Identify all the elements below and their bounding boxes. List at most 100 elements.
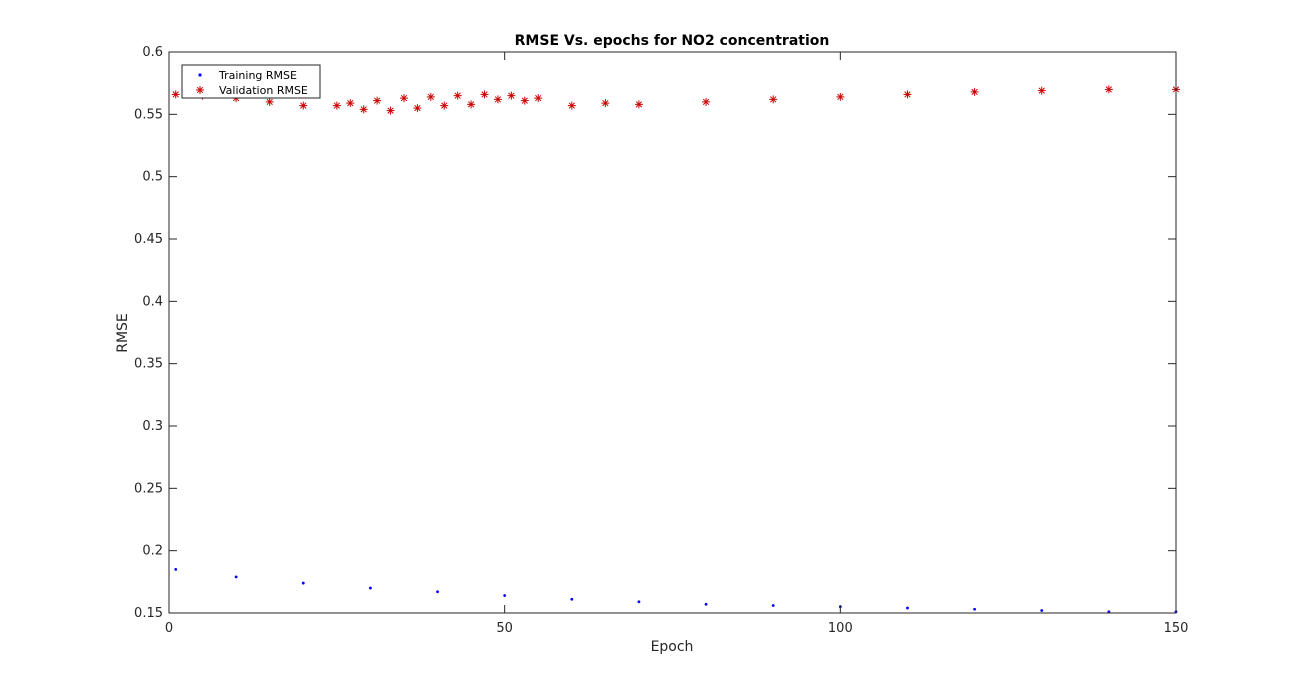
y-tick-label: 0.45 (134, 232, 163, 247)
x-tick-label: 100 (828, 621, 853, 636)
asterisk-stroke (387, 107, 394, 114)
legend-marker-training (198, 73, 202, 77)
legend-box (181, 64, 321, 99)
asterisk-stroke (635, 101, 643, 108)
training-point (637, 600, 641, 604)
x-tick-label: 0 (165, 621, 173, 636)
validation-point (399, 94, 408, 103)
training-point (301, 581, 305, 585)
asterisk-stroke (373, 97, 381, 104)
asterisk-stroke (770, 96, 777, 103)
asterisk-stroke (904, 91, 911, 98)
asterisk-stroke (414, 104, 421, 112)
validation-point (534, 94, 543, 103)
validation-point (769, 95, 778, 104)
y-tick-label: 0.6 (142, 45, 163, 60)
legend-marker-validation (196, 86, 204, 94)
chart-marks (171, 85, 1180, 614)
y-tick-label: 0.3 (142, 419, 163, 434)
ticks: 0 50 100 150 0.15 0.2 0.25 0.3 0.35 0.4 0.45 0.5 0.5… (134, 45, 1188, 636)
asterisk-stroke (481, 91, 488, 98)
validation-point (903, 90, 912, 99)
plot-background (169, 52, 1176, 613)
training-point (1107, 610, 1111, 614)
validation-point (702, 97, 711, 106)
asterisk-stroke (333, 102, 340, 109)
series-1 (174, 567, 1178, 614)
legend: Training RMSE Validation RMSE (181, 64, 321, 99)
y-tick-label: 0.15 (134, 606, 163, 621)
asterisk-stroke (971, 88, 978, 96)
asterisk-stroke (467, 101, 475, 108)
y-tick-label: 0.4 (142, 294, 163, 309)
validation-point (467, 100, 476, 109)
asterisk-stroke (1038, 87, 1045, 94)
validation-point (601, 99, 610, 108)
x-axis-label: Epoch (651, 639, 694, 655)
asterisk-stroke (521, 97, 528, 104)
axes (168, 51, 1177, 614)
validation-point (453, 91, 462, 100)
validation-point (359, 105, 368, 114)
chart-title: RMSE Vs. epochs for NO2 concentration (515, 33, 830, 49)
validation-point (171, 90, 180, 99)
validation-point (520, 96, 529, 105)
asterisk-stroke (441, 102, 448, 109)
y-tick-label: 0.2 (142, 544, 163, 559)
asterisk-stroke (702, 98, 710, 106)
asterisk-stroke (266, 98, 273, 106)
validation-point (634, 100, 643, 109)
training-point (369, 586, 372, 590)
y-tick-label: 0.35 (134, 357, 163, 372)
training-point (174, 567, 178, 571)
asterisk-stroke (196, 86, 204, 94)
asterisk-stroke (508, 92, 515, 99)
asterisk-stroke (300, 102, 307, 109)
validation-point (567, 101, 576, 110)
asterisk-stroke (400, 94, 408, 102)
asterisk-stroke (602, 99, 609, 107)
validation-point (413, 104, 422, 113)
training-point (771, 604, 775, 607)
validation-point (1037, 86, 1046, 95)
axes-box (168, 51, 1177, 614)
validation-point (373, 96, 382, 105)
validation-point (299, 101, 308, 110)
training-point (704, 602, 708, 606)
asterisk-stroke (494, 96, 502, 103)
y-axis-label: RMSE (115, 313, 131, 353)
y-tick-label: 0.25 (134, 481, 163, 496)
asterisk-stroke (172, 91, 179, 98)
asterisk-stroke (535, 94, 542, 102)
legend-label: Training RMSE (218, 69, 297, 82)
asterisk-stroke (347, 99, 354, 107)
validation-point (507, 91, 516, 100)
y-tick-label: 0.55 (134, 107, 163, 122)
training-point (570, 597, 574, 601)
x-tick-label: 50 (496, 621, 513, 636)
asterisk-stroke (568, 102, 575, 109)
training-point (436, 590, 439, 594)
training-point (906, 606, 909, 610)
validation-point (493, 95, 502, 104)
training-point (234, 575, 238, 579)
asterisk-stroke (427, 93, 434, 101)
validation-point (836, 92, 845, 101)
x-tick-label: 150 (1164, 621, 1189, 636)
training-point (973, 607, 976, 611)
asterisk-stroke (1105, 86, 1113, 93)
asterisk-stroke (454, 92, 461, 99)
training-point (503, 594, 507, 597)
legend-label: Validation RMSE (219, 84, 308, 97)
asterisk-stroke (837, 93, 844, 101)
plot-area (169, 52, 1176, 613)
validation-point (970, 87, 979, 96)
validation-point (386, 106, 395, 115)
validation-point (1104, 85, 1113, 94)
training-point (1040, 609, 1044, 612)
validation-point (440, 101, 449, 110)
validation-point (480, 90, 489, 99)
validation-point (265, 97, 274, 106)
validation-point (332, 101, 341, 110)
